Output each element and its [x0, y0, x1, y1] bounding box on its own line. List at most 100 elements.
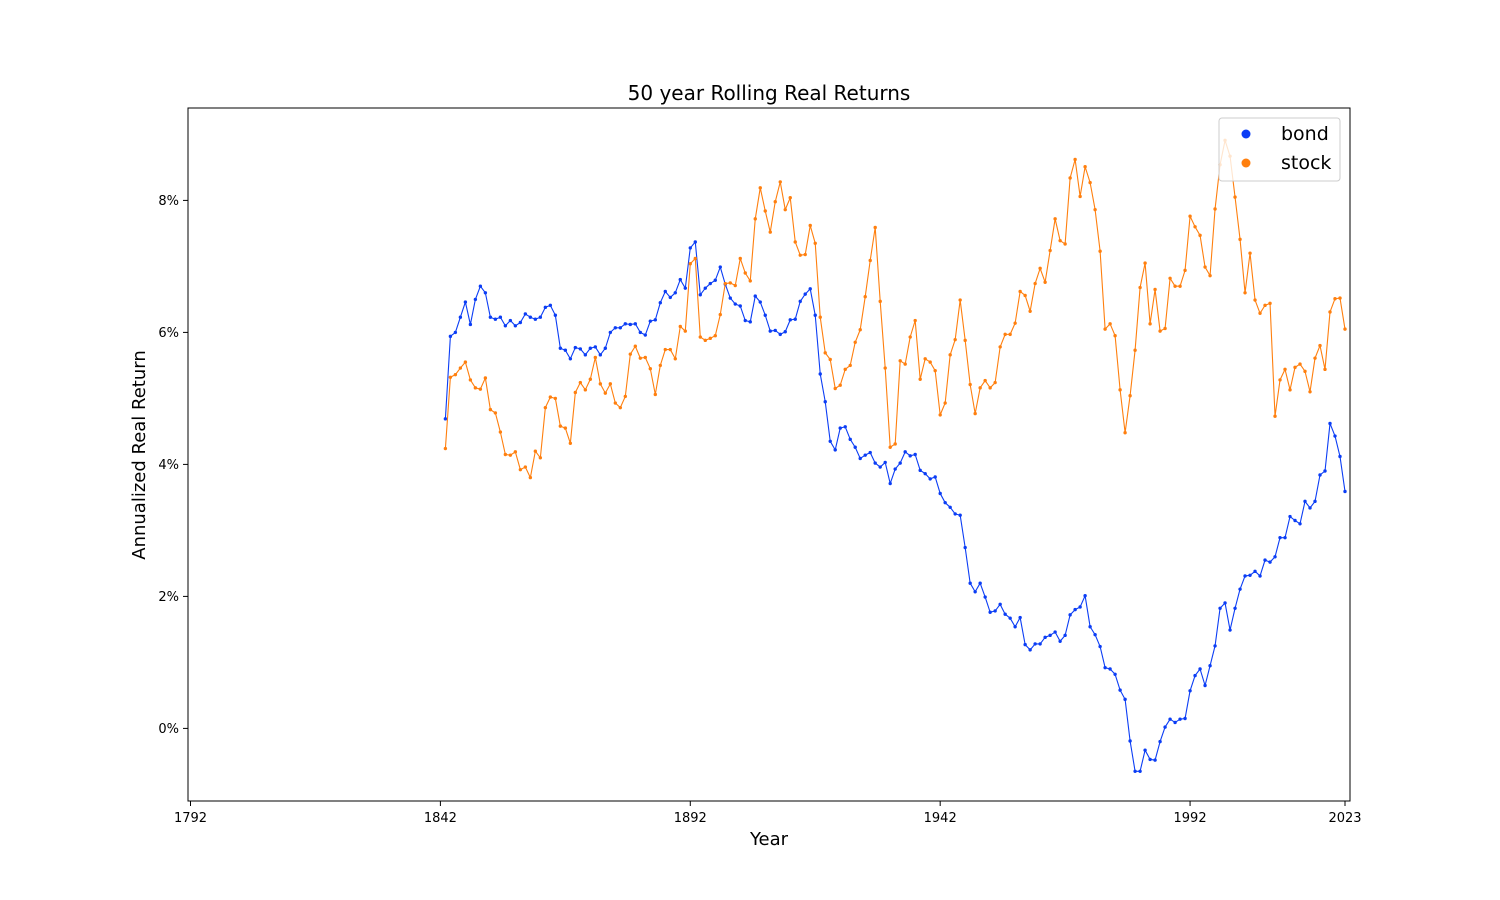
data-point-stock-1944 — [948, 353, 952, 357]
y-tick-label-4: 4% — [158, 458, 179, 473]
data-point-stock-1855 — [503, 452, 508, 457]
data-point-stock-1939 — [923, 357, 927, 361]
data-point-stock-1965 — [1053, 217, 1057, 221]
data-point-stock-1995 — [1203, 265, 1207, 269]
data-point-bond-1847 — [463, 300, 468, 304]
data-point-bond-1963 — [1043, 635, 1047, 640]
data-point-stock-1879 — [623, 394, 628, 399]
series-layer — [443, 138, 1347, 773]
data-point-bond-1980 — [1128, 739, 1132, 743]
data-point-bond-1866 — [558, 346, 563, 350]
data-point-bond-1968 — [1068, 613, 1072, 617]
data-point-stock-1945 — [953, 337, 957, 342]
data-point-stock-1843 — [443, 446, 448, 451]
data-point-stock-1921 — [833, 386, 837, 391]
data-point-stock-1993 — [1193, 225, 1197, 229]
data-point-bond-1958 — [1018, 615, 1022, 620]
data-point-bond-1853 — [493, 317, 498, 321]
x-tick-label-1942: 1942 — [924, 811, 957, 826]
data-point-stock-1874 — [598, 382, 603, 386]
data-point-bond-1931 — [883, 460, 887, 465]
data-point-stock-1907 — [763, 209, 767, 213]
data-point-stock-2021 — [1333, 297, 1337, 301]
data-point-bond-1913 — [793, 317, 797, 321]
data-point-stock-1880 — [628, 352, 633, 356]
data-point-bond-1992 — [1188, 689, 1192, 693]
data-point-bond-1965 — [1053, 630, 1057, 634]
data-point-stock-1901 — [733, 283, 737, 288]
data-point-stock-1933 — [893, 442, 897, 446]
data-point-stock-1848 — [468, 378, 473, 382]
data-point-bond-1927 — [863, 453, 867, 457]
data-point-bond-1874 — [598, 353, 603, 357]
legend-label-stock: stock — [1281, 152, 1331, 174]
data-point-stock-1904 — [748, 279, 752, 283]
data-point-stock-1881 — [633, 344, 638, 348]
data-point-bond-1964 — [1048, 633, 1052, 638]
data-point-bond-1943 — [943, 500, 947, 505]
data-point-stock-2008 — [1268, 301, 1272, 306]
data-point-bond-1967 — [1063, 633, 1067, 638]
data-point-stock-1866 — [558, 424, 563, 428]
data-point-bond-1912 — [788, 318, 792, 322]
data-point-bond-2008 — [1268, 560, 1272, 564]
legend-label-bond: bond — [1281, 123, 1329, 145]
data-point-stock-2022 — [1338, 296, 1342, 300]
data-point-bond-1979 — [1123, 697, 1127, 702]
data-point-stock-1980 — [1128, 394, 1132, 398]
data-point-stock-1867 — [563, 426, 568, 430]
data-point-stock-1927 — [863, 295, 867, 299]
data-point-bond-1990 — [1178, 717, 1182, 721]
data-point-bond-1985 — [1153, 758, 1157, 762]
data-point-stock-1928 — [868, 258, 872, 263]
data-point-stock-1900 — [728, 281, 732, 285]
data-point-bond-1888 — [668, 295, 672, 300]
data-point-bond-1937 — [913, 452, 917, 457]
data-point-stock-2015 — [1303, 369, 1307, 374]
legend-marker-stock — [1241, 158, 1251, 168]
x-axis-label: Year — [749, 829, 789, 850]
data-point-bond-1975 — [1103, 665, 1107, 670]
data-point-stock-1990 — [1178, 284, 1182, 288]
data-point-stock-1888 — [668, 347, 672, 352]
data-point-bond-1938 — [918, 468, 922, 473]
data-point-stock-1906 — [758, 186, 762, 190]
data-point-bond-2014 — [1298, 522, 1302, 526]
data-point-stock-1905 — [753, 217, 757, 221]
data-point-stock-1968 — [1068, 176, 1072, 180]
data-point-stock-1875 — [603, 391, 608, 395]
data-point-bond-1862 — [538, 315, 543, 319]
data-point-stock-1976 — [1108, 322, 1112, 326]
data-point-bond-1977 — [1113, 672, 1117, 676]
data-point-bond-1909 — [773, 328, 777, 333]
data-point-stock-1864 — [548, 395, 553, 399]
data-point-stock-1858 — [518, 467, 523, 472]
data-point-stock-1859 — [523, 465, 528, 469]
data-point-bond-1950 — [978, 581, 982, 585]
data-point-bond-1844 — [448, 334, 453, 339]
data-point-stock-1949 — [973, 411, 977, 416]
data-point-stock-1920 — [828, 357, 832, 362]
data-point-bond-1845 — [453, 330, 458, 335]
data-point-bond-1947 — [963, 545, 967, 550]
data-point-stock-1886 — [658, 363, 662, 368]
data-point-bond-1860 — [528, 315, 533, 319]
data-point-stock-1899 — [723, 281, 727, 286]
data-point-bond-2010 — [1278, 535, 1282, 540]
data-point-bond-2002 — [1238, 587, 1242, 591]
data-point-stock-1977 — [1113, 334, 1117, 338]
data-point-stock-1891 — [683, 329, 687, 333]
data-point-bond-1904 — [748, 320, 752, 324]
data-point-bond-1871 — [583, 353, 588, 357]
data-point-stock-1883 — [643, 355, 647, 360]
data-point-stock-1935 — [903, 362, 907, 366]
data-point-bond-1863 — [543, 305, 548, 310]
data-point-stock-1926 — [858, 328, 862, 332]
data-point-stock-1973 — [1093, 207, 1097, 212]
data-point-bond-1987 — [1163, 725, 1167, 729]
data-point-stock-1943 — [943, 401, 947, 405]
data-point-stock-2011 — [1283, 367, 1287, 372]
data-point-stock-1915 — [803, 252, 807, 257]
data-point-bond-2000 — [1228, 628, 1232, 632]
data-point-bond-1907 — [763, 313, 767, 317]
